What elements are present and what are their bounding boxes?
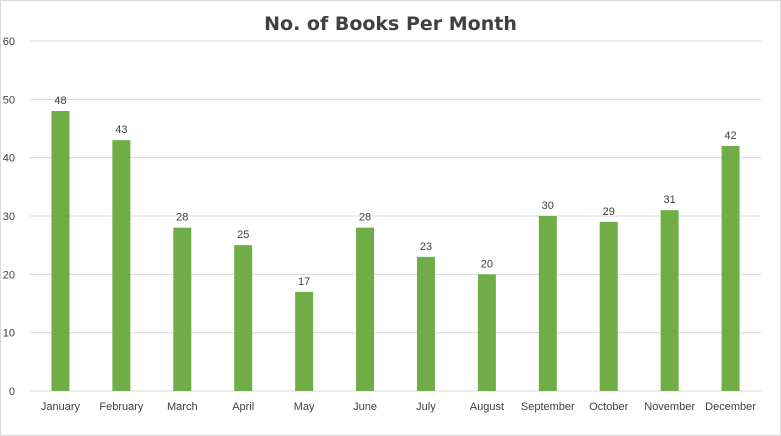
data-label-april: 25 — [237, 229, 249, 241]
y-tick-label: 30 — [3, 211, 15, 223]
bar-august — [477, 274, 496, 391]
x-tick-label-june: June — [353, 401, 377, 413]
y-tick-label: 50 — [3, 94, 15, 106]
bar-march — [173, 227, 192, 391]
data-label-august: 20 — [481, 258, 493, 270]
bar-july — [416, 256, 435, 391]
bar-february — [112, 140, 131, 391]
data-label-december: 42 — [724, 130, 736, 142]
bar-june — [356, 227, 375, 391]
bars — [51, 111, 740, 391]
bar-december — [721, 146, 740, 391]
data-label-september: 30 — [542, 200, 554, 212]
data-label-november: 31 — [664, 194, 676, 206]
data-label-july: 23 — [420, 241, 432, 253]
y-tick-label: 0 — [9, 386, 15, 398]
y-axis: 0 10 20 30 40 50 60 — [3, 36, 15, 398]
y-tick-label: 40 — [3, 153, 15, 165]
x-tick-label-april: April — [232, 401, 254, 413]
x-tick-label-january: January — [41, 401, 81, 413]
x-tick-label-february: February — [99, 401, 144, 413]
data-label-june: 28 — [359, 212, 371, 224]
x-tick-label-october: October — [589, 401, 628, 413]
x-tick-label-march: March — [167, 401, 198, 413]
bar-november — [660, 210, 679, 391]
x-axis: January February March April May June July Augu… — [41, 401, 756, 413]
x-tick-label-august: August — [470, 401, 504, 413]
data-label-january: 48 — [54, 95, 66, 107]
data-label-march: 28 — [176, 212, 188, 224]
x-tick-label-november: November — [644, 401, 695, 413]
bar-october — [599, 221, 618, 391]
bar-april — [234, 245, 253, 391]
data-label-february: 43 — [115, 124, 127, 136]
y-tick-label: 10 — [3, 328, 15, 340]
data-label-october: 29 — [603, 206, 615, 218]
bar-january — [51, 111, 70, 391]
y-tick-label: 20 — [3, 269, 15, 281]
x-tick-label-july: July — [416, 401, 436, 413]
data-label-may: 17 — [298, 276, 310, 288]
data-labels: 48 43 28 25 17 28 23 20 30 29 31 42 — [54, 95, 736, 288]
x-tick-label-may: May — [294, 401, 315, 413]
chart-title: No. of Books Per Month — [264, 13, 517, 35]
y-tick-label: 60 — [3, 36, 15, 48]
x-tick-label-december: December — [705, 401, 756, 413]
bar-september — [538, 216, 557, 391]
x-tick-label-september: September — [521, 401, 575, 413]
gridlines — [30, 40, 761, 392]
bar-may — [295, 291, 314, 391]
